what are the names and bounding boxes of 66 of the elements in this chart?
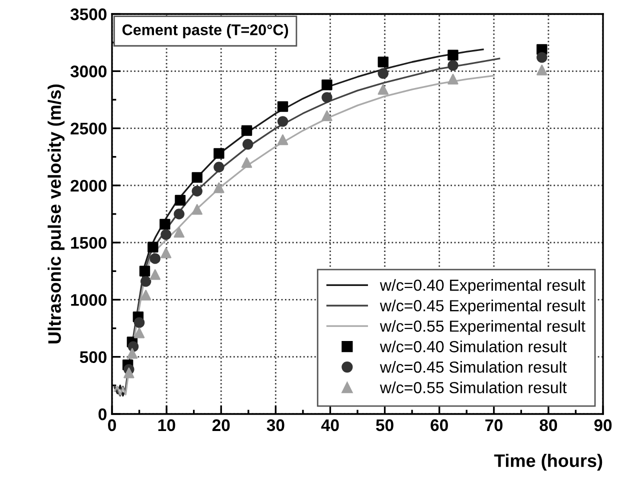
y-tick-label: 3000 bbox=[70, 66, 106, 78]
point bbox=[448, 50, 458, 60]
x-tick-label: 40 bbox=[321, 419, 339, 432]
point bbox=[277, 134, 288, 146]
point bbox=[160, 248, 172, 258]
x-tick-label: 10 bbox=[158, 419, 176, 432]
point bbox=[150, 253, 160, 264]
point bbox=[134, 328, 145, 338]
point bbox=[214, 148, 224, 159]
y-tick-label: 2500 bbox=[70, 122, 106, 134]
point bbox=[160, 229, 172, 240]
point bbox=[139, 266, 150, 276]
legend-label: w/c=0.40 Experimental result bbox=[380, 279, 586, 294]
point bbox=[277, 116, 288, 127]
point bbox=[192, 172, 202, 183]
point bbox=[536, 52, 548, 63]
point bbox=[160, 218, 170, 230]
point bbox=[242, 138, 254, 150]
point bbox=[241, 125, 252, 136]
point bbox=[140, 276, 152, 287]
point bbox=[174, 226, 184, 238]
y-tick-label: 1500 bbox=[71, 236, 106, 249]
y-tick-label: 500 bbox=[80, 351, 106, 364]
y-tick-label: 2000 bbox=[70, 180, 106, 192]
point bbox=[124, 368, 134, 378]
x-tick-label: 50 bbox=[376, 419, 394, 432]
point bbox=[192, 204, 202, 215]
legend-label: w/c=0.45 Experimental result bbox=[380, 300, 586, 315]
x-tick-label: 80 bbox=[540, 419, 558, 432]
x-tick-label: 20 bbox=[212, 419, 230, 432]
point bbox=[150, 269, 160, 280]
point bbox=[126, 348, 138, 359]
point bbox=[322, 80, 332, 90]
point bbox=[322, 110, 332, 122]
point bbox=[378, 84, 388, 95]
point bbox=[241, 157, 252, 168]
point bbox=[322, 92, 332, 103]
point bbox=[174, 208, 184, 220]
point bbox=[134, 317, 145, 328]
point bbox=[214, 182, 224, 194]
point bbox=[448, 60, 458, 71]
y-tick-label: 0 bbox=[98, 408, 106, 420]
x-tick-label: 60 bbox=[430, 419, 448, 432]
point bbox=[536, 64, 548, 76]
annotation: Cement paste (T=20°C) bbox=[122, 24, 288, 38]
legend-label: w/c=0.55 Simulation result bbox=[380, 382, 567, 394]
x-tick-label: 90 bbox=[594, 419, 612, 432]
x-tick-label: 70 bbox=[485, 419, 502, 432]
y-axis-title: Ultrasonic pulse velocity (m/s) bbox=[48, 84, 65, 344]
point bbox=[378, 56, 388, 68]
point bbox=[378, 68, 388, 79]
x-tick-label: 0 bbox=[108, 419, 116, 432]
legend-label: w/c=0.45 Simulation result bbox=[380, 361, 567, 373]
point bbox=[214, 162, 224, 172]
x-tick-label: 30 bbox=[266, 419, 284, 432]
y-tick-label: 3500 bbox=[70, 8, 106, 20]
y-tick-label: 1000 bbox=[71, 294, 106, 306]
point bbox=[277, 101, 288, 112]
point bbox=[448, 74, 458, 84]
point bbox=[140, 290, 152, 300]
legend-label: w/c=0.40 Simulation result bbox=[380, 340, 567, 352]
point bbox=[148, 242, 158, 252]
x-axis-title: Time (hours) bbox=[494, 454, 602, 471]
legend-label: w/c=0.55 Experimental result bbox=[380, 320, 586, 335]
point bbox=[192, 186, 202, 196]
point bbox=[174, 194, 186, 206]
